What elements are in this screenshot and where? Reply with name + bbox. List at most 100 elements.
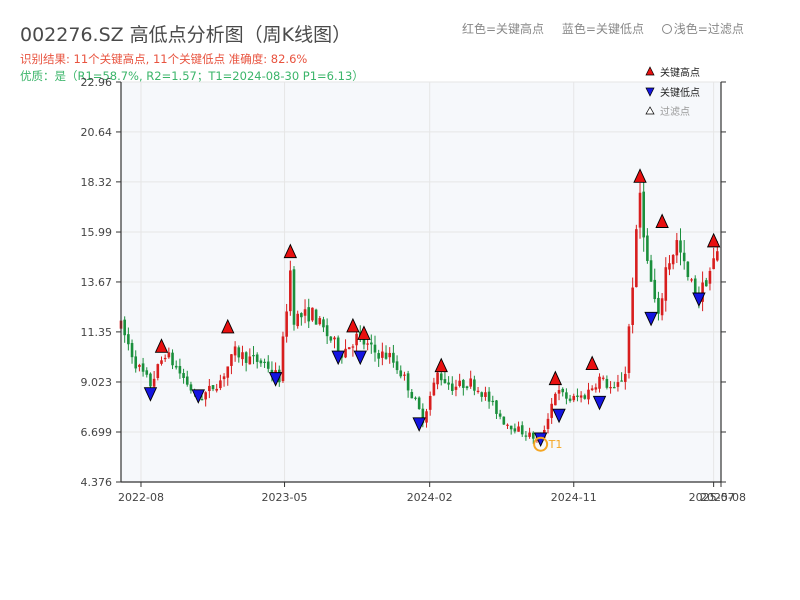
y-tick-label: 22.96 [81,76,113,89]
candle-body [432,382,436,396]
t1-label: T1 [548,438,563,451]
candle-body [274,370,277,373]
candle-body [561,388,565,393]
key-high-marker [283,243,298,259]
candle-body [347,347,351,350]
candle-body [443,379,447,384]
candle-body [182,373,185,378]
candle-body [601,377,605,379]
quality-summary: 优质：是（R1=58.7%, R2=1.57；T1=2024-08-30 P1=… [20,69,364,83]
candle-body [498,413,502,417]
x-tick-label: 2022-08 [118,491,164,504]
candle-body [642,191,645,238]
candle-body [487,391,491,402]
key-high-marker [357,325,371,340]
legend-filter-icon [645,106,655,115]
legend-low-icon [645,87,655,97]
candle-body [263,361,266,364]
candle-body [557,390,561,394]
candle-body [178,366,182,374]
candle-body [333,337,336,340]
candle-body [605,378,609,388]
key-low-marker [191,389,206,404]
candle-body [314,309,318,325]
key-point-markers: T1 [143,168,721,452]
candle-body [381,351,384,358]
candle-body [219,380,222,389]
candle-body [211,385,215,390]
candle-body [222,376,226,380]
candle-body [377,353,380,359]
candle-body [336,337,340,353]
y-tick-label: 4.376 [81,476,113,489]
axes: 2022-08 2023-05 2024-02 2024-11 2025-072025-… [81,76,746,504]
candle-body [686,261,690,278]
candle-body [598,376,601,389]
candle-body [370,342,373,345]
candle-body [134,356,138,369]
candle-body [436,372,439,385]
hollow-circle-icon [661,24,672,34]
candle-body [322,319,325,328]
candle-body [156,364,160,379]
candle-body [292,269,296,325]
key-low-marker [644,311,658,327]
candle-body [657,297,660,314]
candle-body [138,364,141,367]
candle-body [152,378,156,387]
candle-body [450,383,454,391]
legend-filter-label: 过滤点 [660,105,690,118]
key-low-marker [353,350,367,366]
candle-body [675,240,679,256]
candle-body [572,395,576,401]
candle-body [237,347,241,358]
result-summary: 识别结果: 11个关键高点, 11个关键低点 准确度: 82.6% [20,52,308,66]
candle-body [241,352,244,360]
candle-body [270,369,274,373]
candle-body [141,363,145,372]
candle-body [587,389,590,400]
candle-body [704,280,708,287]
candle-body [351,346,355,348]
candle-body [414,397,417,399]
candle-body [517,426,520,432]
key-low-marker [268,372,283,387]
candle-body [329,336,333,341]
candle-body [579,395,583,398]
key-low-marker [692,292,706,308]
candle-body [520,425,524,435]
candle-body [255,354,259,362]
candle-body [403,374,406,376]
candle-body [163,357,167,360]
candle-body [215,388,219,391]
candle-body [631,287,634,325]
candle-body [127,334,130,345]
key-high-marker [633,168,647,183]
candle-body [296,313,299,327]
candle-body [248,356,252,365]
x-tick-label: 2023-05 [262,491,308,504]
candle-body [649,260,653,282]
candle-body [620,380,623,382]
candle-body [300,313,303,318]
x-tick-label: 2024-02 [407,491,453,504]
candle-body [428,395,432,410]
candle-body [325,325,329,337]
candle-body [524,435,528,437]
candle-body [167,352,171,358]
candle-body [590,388,594,391]
candle-body [546,418,550,429]
candle-body [609,387,612,389]
candle-body [318,318,322,325]
candle-body [491,400,495,403]
key-high-marker [585,355,599,371]
candle-body [612,387,616,389]
candle-body [454,386,458,390]
candle-body [554,393,557,406]
key-high-marker [434,357,448,373]
candle-body [594,387,598,390]
candle-body [189,384,193,391]
candle-body [671,255,675,265]
key-high-marker [346,317,360,333]
